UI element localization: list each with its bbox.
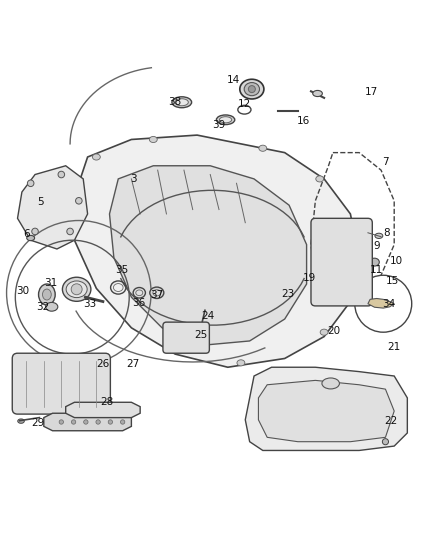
Ellipse shape [96,420,100,424]
Text: 16: 16 [297,116,310,126]
Text: 26: 26 [96,359,109,369]
Ellipse shape [153,290,161,296]
Ellipse shape [370,258,379,266]
Ellipse shape [375,233,383,238]
Ellipse shape [216,115,235,125]
Text: 37: 37 [150,290,163,300]
Text: 39: 39 [212,120,226,130]
FancyBboxPatch shape [163,322,209,353]
Text: 38: 38 [168,97,181,107]
Ellipse shape [66,281,87,297]
Text: 33: 33 [83,299,96,309]
Text: 17: 17 [365,87,378,96]
Ellipse shape [67,228,73,235]
Text: 3: 3 [130,174,137,184]
Text: 20: 20 [327,326,340,336]
Ellipse shape [322,378,339,389]
Ellipse shape [27,180,34,187]
Text: 32: 32 [36,302,49,312]
Ellipse shape [244,83,259,96]
Ellipse shape [219,117,232,123]
Text: 36: 36 [132,298,145,308]
Text: 14: 14 [227,75,240,85]
Text: 31: 31 [44,278,57,288]
Text: 7: 7 [382,157,389,167]
Ellipse shape [71,284,82,295]
Ellipse shape [325,253,336,262]
Ellipse shape [248,86,255,93]
Circle shape [355,275,412,332]
Ellipse shape [92,154,100,160]
Ellipse shape [320,329,328,335]
Ellipse shape [42,289,51,300]
Text: 22: 22 [385,416,398,426]
Text: 29: 29 [32,418,45,428]
Polygon shape [245,367,407,450]
Text: 28: 28 [100,397,113,407]
Ellipse shape [46,302,58,311]
Ellipse shape [59,420,64,424]
Ellipse shape [259,145,267,151]
Ellipse shape [240,79,264,99]
Ellipse shape [27,236,35,241]
Polygon shape [368,298,394,308]
Ellipse shape [237,360,245,366]
Ellipse shape [325,288,336,297]
FancyBboxPatch shape [12,353,110,414]
Polygon shape [66,402,140,418]
Ellipse shape [313,91,322,96]
Text: 21: 21 [388,342,401,352]
Text: 24: 24 [201,311,215,321]
Polygon shape [44,413,131,431]
Text: 11: 11 [370,265,383,275]
Text: 25: 25 [194,330,207,340]
Ellipse shape [84,420,88,424]
Ellipse shape [316,176,324,182]
Text: 23: 23 [282,289,295,299]
Polygon shape [110,166,307,345]
Text: 34: 34 [382,298,396,309]
Polygon shape [258,381,394,442]
Ellipse shape [76,198,82,204]
Polygon shape [74,135,359,367]
Ellipse shape [172,97,191,108]
Text: 12: 12 [238,100,251,109]
Ellipse shape [32,228,38,235]
Ellipse shape [325,271,336,280]
Ellipse shape [120,420,125,424]
Text: 19: 19 [303,273,316,283]
Text: 27: 27 [126,359,139,369]
Polygon shape [18,166,88,249]
Text: 9: 9 [373,241,380,252]
Text: 10: 10 [390,256,403,266]
Ellipse shape [108,420,113,424]
Ellipse shape [175,99,188,106]
Ellipse shape [382,439,389,445]
Text: 15: 15 [385,277,399,286]
Text: 8: 8 [383,228,390,238]
Ellipse shape [361,245,370,253]
Ellipse shape [150,287,164,298]
Ellipse shape [346,233,354,239]
Text: 35: 35 [115,264,128,274]
Ellipse shape [62,277,91,301]
FancyBboxPatch shape [311,219,372,306]
Text: 5: 5 [37,197,44,207]
Ellipse shape [58,171,65,178]
Text: 6: 6 [23,229,30,239]
Ellipse shape [71,420,76,424]
Text: 30: 30 [17,286,30,296]
Ellipse shape [18,419,25,423]
Ellipse shape [149,136,157,142]
Ellipse shape [39,284,55,305]
